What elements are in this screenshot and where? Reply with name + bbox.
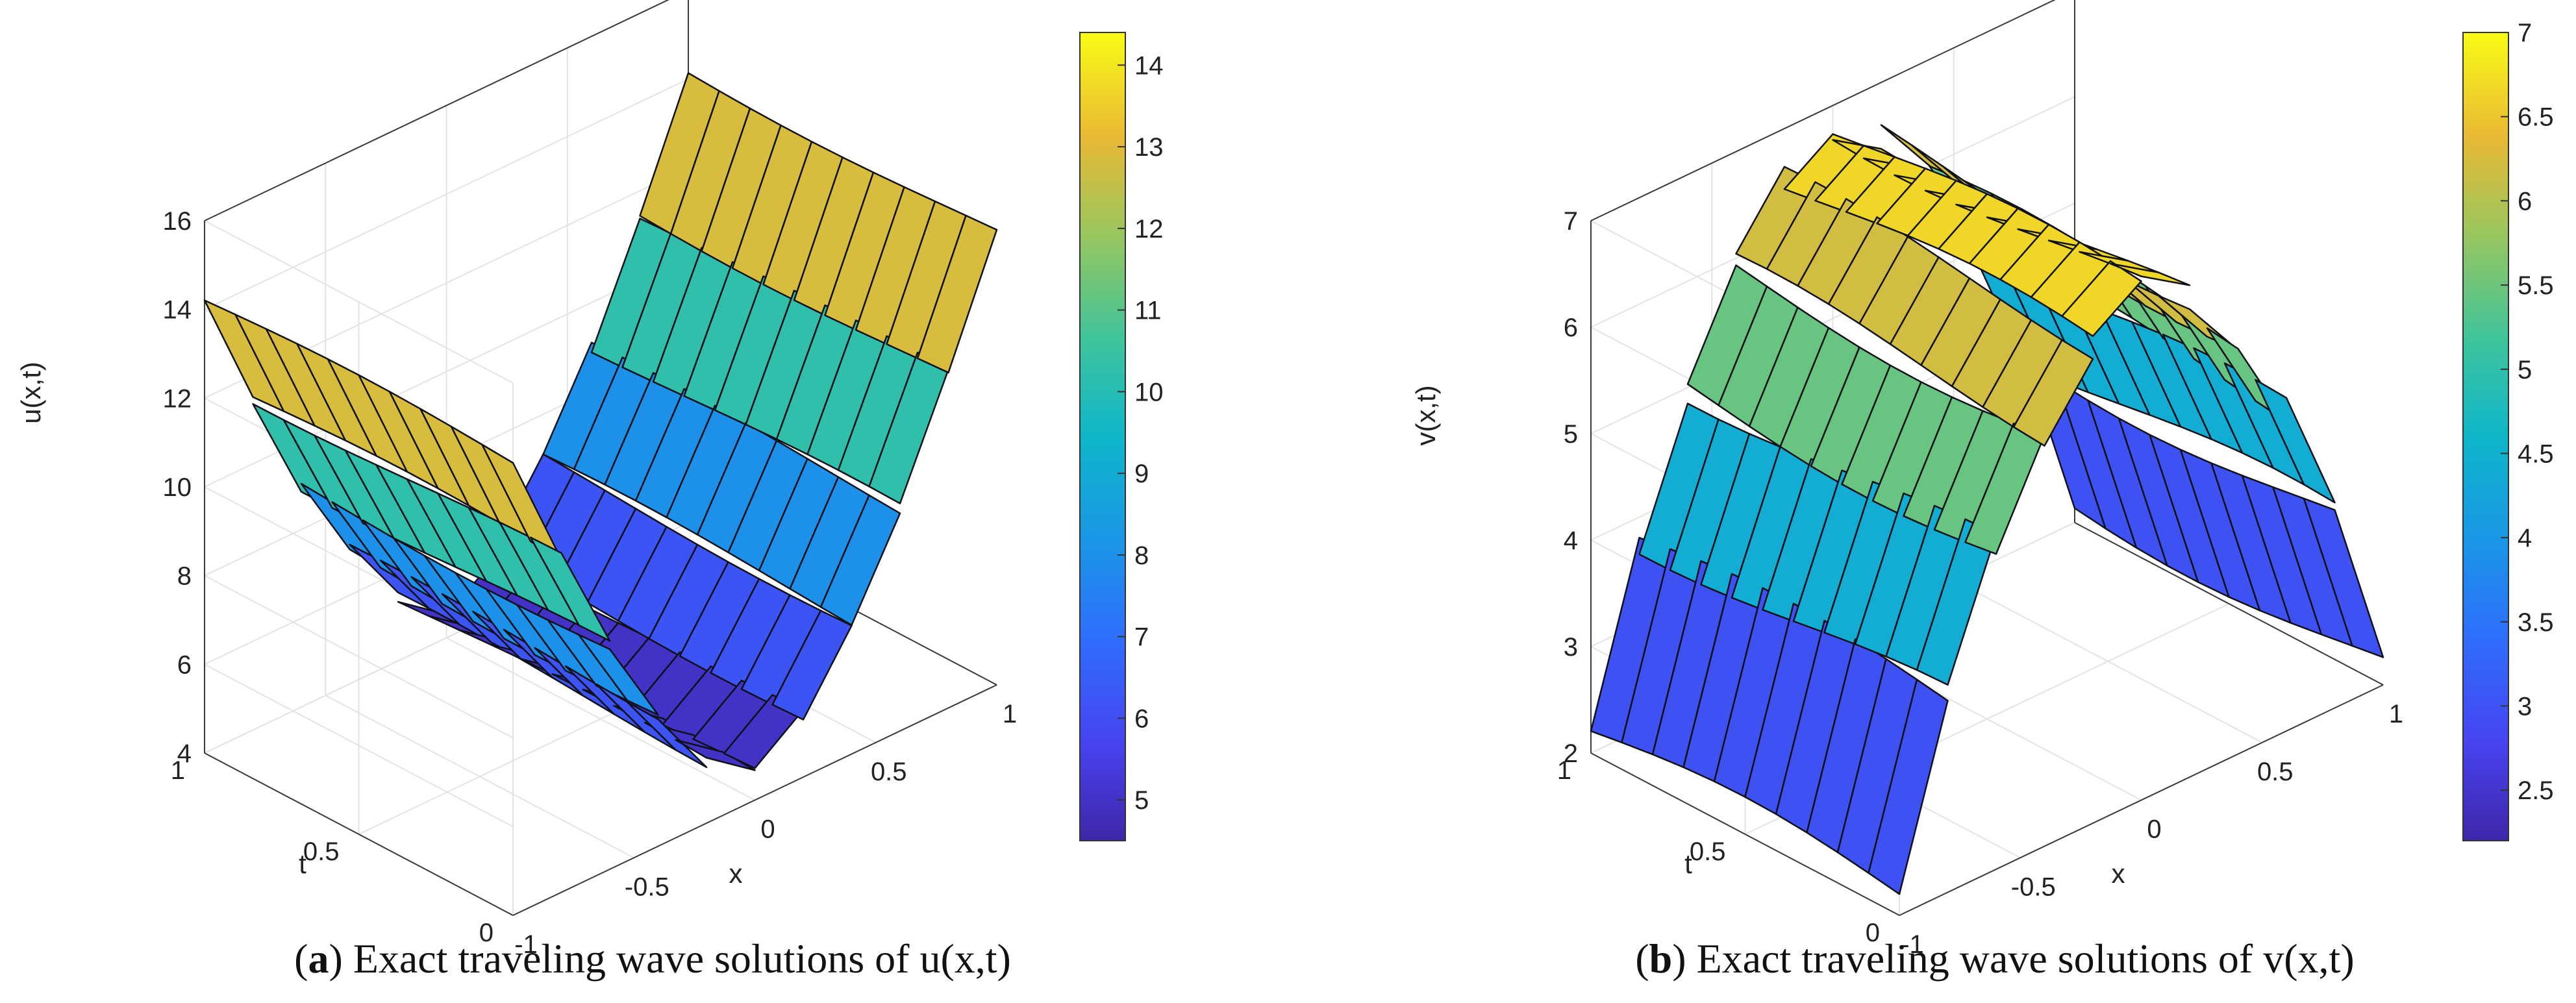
surface-patch bbox=[2012, 339, 2094, 447]
axis-edge bbox=[1899, 684, 2384, 916]
z-axis-label-a: u(x,t) bbox=[16, 362, 46, 424]
caption-a: (a) Exact traveling wave solutions of u(… bbox=[294, 935, 1011, 982]
surface-patch bbox=[723, 694, 805, 769]
colorbar-a: 5 6 7 8 9 10 11 12 13 14 bbox=[1079, 32, 1164, 841]
surface-patch bbox=[529, 536, 611, 642]
y-axis-label-a: t bbox=[299, 848, 306, 879]
z-tick-label: 4 bbox=[1564, 526, 1578, 555]
axis-edge bbox=[1590, 752, 1900, 916]
x-tick-label: -1 bbox=[1901, 930, 1924, 959]
colorbar-tick-label: 14 bbox=[1134, 51, 1164, 80]
axis-edge bbox=[512, 684, 997, 916]
z-tick-label: 5 bbox=[1564, 420, 1578, 449]
surface-patch bbox=[819, 494, 901, 626]
colorbar-tick-label: 10 bbox=[1134, 378, 1164, 406]
t-tick-label: 0 bbox=[1866, 919, 1880, 947]
colorbar-tick-label: 5.5 bbox=[2518, 271, 2554, 300]
colorbar-tick-label: 6 bbox=[1134, 704, 1149, 733]
colorbar-tick-label: 3 bbox=[2518, 693, 2532, 721]
surface-patch bbox=[771, 610, 853, 721]
t-tick-label: 1 bbox=[171, 756, 185, 785]
colorbar-tick-label: 8 bbox=[1134, 541, 1149, 570]
colorbar-ticks-b: 2.5 3 3.5 4 4.5 5 5.5 6 6.5 7 bbox=[2501, 19, 2554, 805]
t-tick-label: 1 bbox=[1557, 756, 1571, 785]
x-tick-label: 1 bbox=[2389, 700, 2403, 728]
z-tick-label: 8 bbox=[177, 562, 192, 591]
colorbar-tick-label: 6.5 bbox=[2518, 103, 2554, 132]
surface-patch bbox=[481, 443, 562, 561]
x-axis-label-b: x bbox=[2112, 858, 2125, 889]
x-tick-label: 0.5 bbox=[871, 758, 907, 786]
colorbar-tick-label: 9 bbox=[1134, 460, 1149, 488]
z-tick-label: 12 bbox=[163, 384, 192, 413]
z-tick-label: 16 bbox=[163, 207, 192, 236]
surface-patch bbox=[626, 701, 708, 769]
colorbar-tick-label: 7 bbox=[2518, 19, 2532, 47]
colorbar-tick-label: 6 bbox=[2518, 187, 2532, 216]
z-tick-label: 14 bbox=[163, 296, 192, 325]
t-tick-label: 0.5 bbox=[303, 837, 340, 866]
x-tick-label: 0 bbox=[760, 815, 775, 844]
ticks-b: 2 3 4 5 6 7 -1 -0.5 0 0.5 1 0 0.5 1 bbox=[1557, 207, 2403, 959]
z-tick-label: 3 bbox=[1564, 633, 1578, 662]
x-tick-label: -0.5 bbox=[2011, 873, 2056, 901]
z-tick-label: 2 bbox=[1564, 739, 1578, 768]
colorbar-tick-label: 4 bbox=[2518, 524, 2532, 552]
x-axis-label-a: x bbox=[729, 858, 743, 889]
x-tick-label: -1 bbox=[514, 930, 538, 959]
z-axis-label-b: v(x,t) bbox=[1410, 385, 1441, 445]
caption-b: (b) Exact traveling wave solutions of v(… bbox=[1635, 935, 2354, 982]
colorbar-tick-label: 13 bbox=[1134, 133, 1164, 162]
colorbar-b: 2.5 3 3.5 4 4.5 5 5.5 6 6.5 7 bbox=[2462, 19, 2554, 841]
surface-b bbox=[1590, 124, 2384, 895]
y-axis-label-b: t bbox=[1684, 848, 1692, 879]
t-tick-label: 0 bbox=[479, 919, 494, 947]
axis-edge bbox=[2074, 522, 2384, 686]
surface-patch bbox=[868, 351, 949, 504]
z-tick-label: 6 bbox=[177, 650, 192, 679]
surface-patch bbox=[578, 634, 659, 716]
z-tick-label: 6 bbox=[1564, 314, 1578, 342]
colorbar-tick-label: 5 bbox=[2518, 356, 2532, 384]
surface-patch bbox=[1916, 518, 1997, 686]
colorbar-tick-label: 11 bbox=[1134, 297, 1162, 325]
surface-patch bbox=[1964, 422, 2045, 555]
t-tick-label: 0.5 bbox=[1690, 837, 1726, 866]
axis-edge bbox=[204, 0, 669, 221]
colorbar-ticks-a: 5 6 7 8 9 10 11 12 13 14 bbox=[1118, 51, 1164, 815]
colorbar-tick-label: 7 bbox=[1134, 623, 1149, 652]
colorbar-gradient-a bbox=[1080, 32, 1125, 841]
x-tick-label: 1 bbox=[1003, 700, 1017, 728]
z-tick-label: 4 bbox=[177, 739, 192, 768]
x-tick-label: 0 bbox=[2147, 815, 2161, 844]
surface-patch bbox=[2303, 497, 2384, 658]
surface-patch bbox=[1868, 678, 1949, 895]
surface-patch bbox=[2109, 262, 2191, 286]
colorbar-tick-label: 5 bbox=[1134, 786, 1149, 815]
z-tick-label: 7 bbox=[1564, 207, 1578, 236]
axis-edge bbox=[1590, 0, 2056, 221]
colorbar-tick-label: 12 bbox=[1134, 215, 1164, 243]
surface-patch bbox=[2061, 260, 2142, 338]
surface-patch bbox=[916, 214, 998, 374]
surface-patch bbox=[2255, 378, 2336, 504]
axis-edge bbox=[204, 752, 514, 916]
x-tick-label: 0.5 bbox=[2257, 758, 2294, 786]
colorbar-gradient-b bbox=[2463, 32, 2508, 841]
colorbar-tick-label: 4.5 bbox=[2518, 440, 2554, 468]
surface-a bbox=[203, 72, 998, 771]
x-tick-label: -0.5 bbox=[625, 873, 669, 901]
colorbar-tick-label: 3.5 bbox=[2518, 608, 2554, 637]
chart-panel-b: 2 3 4 5 6 7 -1 -0.5 0 0.5 1 0 0.5 1 v(x,t) t x 2.5 3 3.… bbox=[1410, 0, 2554, 982]
colorbar-tick-label: 2.5 bbox=[2518, 776, 2554, 805]
z-tick-label: 10 bbox=[163, 473, 192, 502]
